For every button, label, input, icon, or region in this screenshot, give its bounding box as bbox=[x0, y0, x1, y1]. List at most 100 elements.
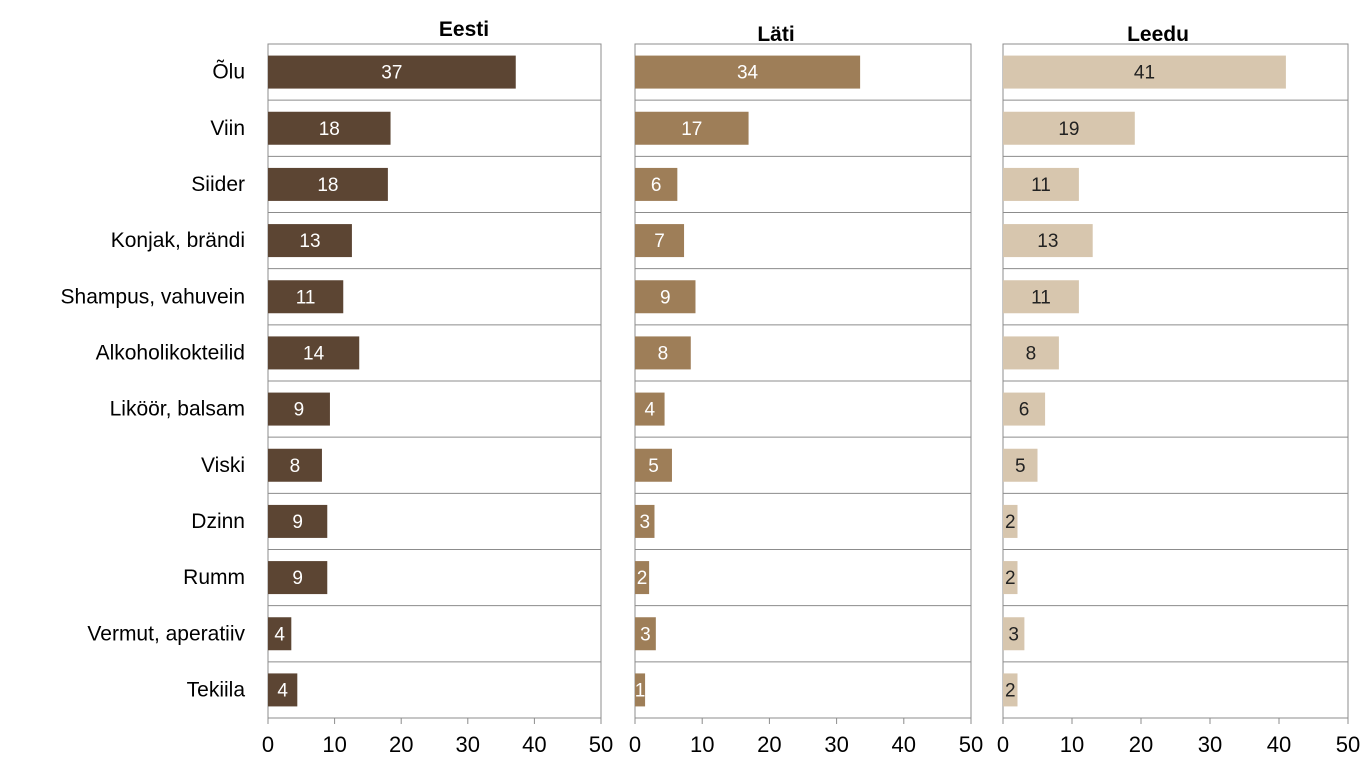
bar bbox=[635, 392, 665, 426]
data-label: 11 bbox=[1031, 175, 1051, 196]
data-label: 9 bbox=[292, 512, 303, 533]
data-label: 13 bbox=[1037, 231, 1058, 252]
bar bbox=[268, 55, 516, 89]
category-label: Alkoholikokteilid bbox=[96, 341, 245, 364]
data-label: 34 bbox=[737, 63, 759, 84]
data-label: 9 bbox=[292, 568, 303, 589]
bar bbox=[1003, 448, 1038, 482]
bar bbox=[635, 561, 650, 595]
bar bbox=[268, 673, 298, 707]
bar bbox=[268, 617, 292, 651]
x-tick-label: 10 bbox=[690, 732, 714, 757]
x-tick-label: 50 bbox=[959, 732, 983, 757]
data-label: 11 bbox=[1031, 287, 1051, 308]
bar bbox=[1003, 336, 1059, 370]
data-label: 6 bbox=[651, 175, 662, 196]
category-label: Õlu bbox=[212, 60, 245, 84]
data-label: 19 bbox=[1058, 119, 1079, 140]
data-label: 41 bbox=[1134, 63, 1155, 84]
data-label: 2 bbox=[637, 568, 648, 589]
bar bbox=[268, 561, 328, 595]
bar bbox=[268, 280, 344, 314]
bar bbox=[635, 504, 655, 538]
data-label: 9 bbox=[294, 400, 305, 421]
data-label: 2 bbox=[1005, 512, 1016, 533]
category-label: Siider bbox=[191, 173, 245, 196]
bar bbox=[635, 111, 749, 145]
data-label: 8 bbox=[290, 456, 301, 477]
bar bbox=[635, 336, 691, 370]
x-tick-label: 40 bbox=[892, 732, 916, 757]
panel-title: Eesti bbox=[439, 18, 489, 41]
data-label: 8 bbox=[658, 343, 669, 364]
x-tick-label: 30 bbox=[1198, 732, 1222, 757]
data-label: 37 bbox=[381, 63, 402, 84]
data-label: 3 bbox=[1008, 624, 1019, 645]
category-label: Viin bbox=[210, 117, 245, 140]
bar bbox=[268, 392, 330, 426]
category-label: Vermut, aperatiiv bbox=[87, 622, 245, 645]
data-label: 9 bbox=[660, 287, 671, 308]
bar bbox=[268, 448, 322, 482]
category-label: Konjak, brändi bbox=[111, 229, 245, 252]
x-tick-label: 40 bbox=[522, 732, 546, 757]
bar bbox=[1003, 561, 1018, 595]
data-label: 4 bbox=[274, 624, 285, 645]
bar bbox=[1003, 111, 1135, 145]
data-label: 17 bbox=[681, 119, 702, 140]
data-label: 18 bbox=[317, 175, 338, 196]
category-label: Liköör, balsam bbox=[110, 398, 245, 421]
category-label: Rumm bbox=[183, 566, 245, 589]
bar bbox=[1003, 673, 1018, 707]
category-label: Shampus, vahuvein bbox=[61, 285, 245, 308]
bar bbox=[1003, 167, 1079, 201]
x-tick-label: 20 bbox=[389, 732, 413, 757]
category-label: Tekiila bbox=[187, 678, 246, 701]
x-tick-label: 40 bbox=[1267, 732, 1291, 757]
bar bbox=[268, 504, 328, 538]
x-tick-label: 20 bbox=[1129, 732, 1153, 757]
data-label: 8 bbox=[1026, 343, 1037, 364]
bar bbox=[635, 167, 678, 201]
bar bbox=[1003, 504, 1018, 538]
data-label: 7 bbox=[654, 231, 665, 252]
data-label: 2 bbox=[1005, 568, 1016, 589]
data-label: 4 bbox=[277, 680, 288, 701]
x-tick-label: 30 bbox=[824, 732, 848, 757]
data-label: 3 bbox=[639, 512, 650, 533]
bar bbox=[635, 224, 685, 258]
bar bbox=[268, 336, 360, 370]
data-label: 6 bbox=[1019, 400, 1030, 421]
bar bbox=[1003, 55, 1286, 89]
data-label: 5 bbox=[648, 456, 659, 477]
data-label: 11 bbox=[296, 287, 316, 308]
x-tick-label: 10 bbox=[322, 732, 346, 757]
x-tick-label: 0 bbox=[262, 732, 274, 757]
bar bbox=[268, 111, 391, 145]
panel-title: Läti bbox=[757, 23, 794, 46]
data-label: 13 bbox=[299, 231, 320, 252]
data-label: 2 bbox=[1005, 680, 1016, 701]
bar bbox=[635, 673, 646, 707]
x-tick-label: 30 bbox=[456, 732, 480, 757]
bar bbox=[1003, 617, 1025, 651]
category-label: Viski bbox=[201, 454, 245, 477]
data-label: 4 bbox=[644, 400, 655, 421]
x-tick-label: 20 bbox=[757, 732, 781, 757]
data-label: 3 bbox=[640, 624, 651, 645]
bar bbox=[1003, 224, 1093, 258]
bar bbox=[268, 167, 388, 201]
panel-title: Leedu bbox=[1127, 23, 1189, 46]
data-label: 1 bbox=[635, 680, 646, 701]
bar bbox=[635, 448, 672, 482]
x-tick-label: 0 bbox=[997, 732, 1009, 757]
x-tick-label: 0 bbox=[629, 732, 641, 757]
bar bbox=[268, 224, 352, 258]
x-tick-label: 50 bbox=[589, 732, 613, 757]
data-label: 5 bbox=[1015, 456, 1026, 477]
data-label: 18 bbox=[319, 119, 340, 140]
bar bbox=[1003, 280, 1079, 314]
bar bbox=[635, 617, 656, 651]
data-label: 14 bbox=[303, 343, 325, 364]
